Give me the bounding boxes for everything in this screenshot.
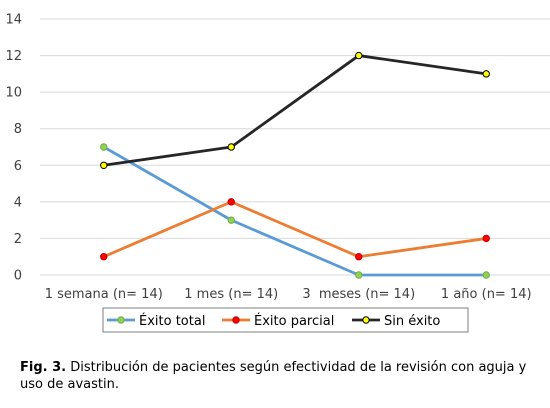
legend-box: [102, 307, 469, 333]
data-point: [227, 198, 235, 206]
y-tick-label: 10: [5, 86, 22, 101]
series-line-3: [102, 54, 488, 167]
y-tick-label: 8: [14, 122, 22, 137]
data-point: [355, 51, 363, 60]
data-point: [227, 143, 235, 151]
y-tick-label: 6: [14, 159, 22, 174]
caption-label: Fig. 3.: [20, 360, 67, 375]
legend-marker-1: [117, 316, 125, 324]
line-chart: 0 2 4 6 8 10 12 14 1 semana (n= 14) 1 mes (n= 14)…: [5, 13, 550, 333]
data-point: [482, 271, 490, 279]
caption-text: Distribución de pacientes según efectivi…: [20, 360, 527, 392]
series-line-2: [102, 200, 488, 259]
x-tick-label: 1 mes (n= 14): [184, 287, 278, 302]
x-tick-label: 1 año (n= 14): [441, 287, 532, 302]
legend-marker-2: [232, 316, 240, 324]
x-tick-label: 3 meses (n= 14): [302, 287, 415, 302]
legend-label: Sin éxito: [384, 314, 440, 329]
y-tick-label: 0: [14, 269, 22, 284]
legend-marker-3: [362, 316, 370, 324]
data-point: [355, 271, 363, 279]
legend-label: Éxito total: [139, 313, 205, 329]
chart-area: 0 2 4 6 8 10 12 14 1 semana (n= 14) 1 mes (n= 14)…: [5, 13, 550, 333]
figure-caption: Fig. 3. Distribución de pacientes según …: [20, 359, 535, 393]
x-tick-label: 1 semana (n= 14): [45, 287, 163, 302]
data-point: [355, 253, 363, 261]
data-point: [227, 216, 235, 224]
legend-label: Éxito parcial: [254, 313, 334, 329]
y-tick-label: 4: [14, 195, 22, 210]
y-tick-label: 12: [5, 49, 22, 64]
data-point: [100, 253, 108, 261]
data-point: [482, 234, 490, 243]
y-tick-label: 14: [5, 13, 22, 28]
series-line-1: [102, 145, 488, 277]
data-point: [100, 143, 108, 151]
data-point: [482, 70, 490, 78]
y-tick-label: 2: [14, 232, 22, 247]
data-point: [100, 161, 108, 169]
